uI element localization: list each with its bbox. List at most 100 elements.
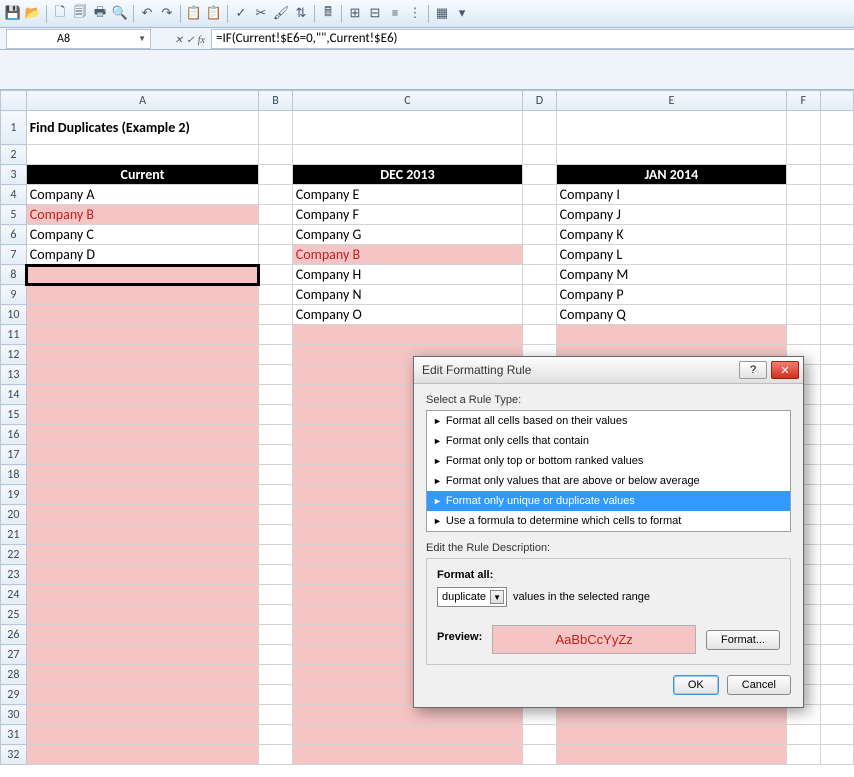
cancel-fx-icon[interactable]: ✕ (174, 35, 182, 46)
cell-20[interactable] (820, 505, 853, 525)
cell-B20[interactable] (259, 505, 292, 525)
new-icon[interactable]: 🗋 (51, 5, 69, 23)
cell-F10[interactable] (787, 305, 820, 325)
cell-A8[interactable] (26, 265, 259, 285)
row-header-8[interactable]: 8 (1, 265, 27, 285)
cell-B5[interactable] (259, 205, 292, 225)
cell-5[interactable] (820, 205, 853, 225)
cell-23[interactable] (820, 565, 853, 585)
cell-D31[interactable] (523, 725, 556, 745)
cell-A31[interactable] (26, 725, 259, 745)
cell-C9[interactable]: Company N (292, 285, 522, 305)
cell-A17[interactable] (26, 445, 259, 465)
cell-E31[interactable] (556, 725, 786, 745)
copy-icon[interactable]: 🗐 (71, 5, 89, 23)
undo-icon[interactable]: ↶ (138, 5, 156, 23)
open-icon[interactable]: 📂 (24, 5, 42, 23)
ok-button[interactable]: OK (673, 675, 719, 695)
preview-icon[interactable]: 🔍 (111, 5, 129, 23)
cell-B28[interactable] (259, 665, 292, 685)
duplicate-select[interactable]: duplicate ▼ (437, 587, 507, 607)
cell-11[interactable] (820, 325, 853, 345)
ungroup-icon[interactable]: ⊟ (366, 5, 384, 23)
cell-A25[interactable] (26, 605, 259, 625)
paste-special-icon[interactable]: 📋 (205, 5, 223, 23)
cell-A20[interactable] (26, 505, 259, 525)
cell-E1[interactable] (556, 111, 786, 145)
cell-19[interactable] (820, 485, 853, 505)
row-header-19[interactable]: 19 (1, 485, 27, 505)
cell-31[interactable] (820, 725, 853, 745)
col-header-E[interactable]: E (556, 91, 786, 111)
cell-A7[interactable]: Company D (26, 245, 259, 265)
cell-A2[interactable] (26, 145, 259, 165)
row-header-10[interactable]: 10 (1, 305, 27, 325)
cell-F6[interactable] (787, 225, 820, 245)
cell-12[interactable] (820, 345, 853, 365)
rule-type-list[interactable]: ►Format all cells based on their values►… (426, 410, 791, 532)
cell-3[interactable] (820, 165, 853, 185)
row-header-11[interactable]: 11 (1, 325, 27, 345)
cell-F9[interactable] (787, 285, 820, 305)
cell-A27[interactable] (26, 645, 259, 665)
row-header-27[interactable]: 27 (1, 645, 27, 665)
cell-F4[interactable] (787, 185, 820, 205)
cell-17[interactable] (820, 445, 853, 465)
cell-C11[interactable] (292, 325, 522, 345)
print-icon[interactable]: 🖶 (91, 5, 109, 23)
cell-C3[interactable]: DEC 2013 (292, 165, 522, 185)
cell-32[interactable] (820, 745, 853, 765)
cell-29[interactable] (820, 685, 853, 705)
row-header-21[interactable]: 21 (1, 525, 27, 545)
cell-A6[interactable]: Company C (26, 225, 259, 245)
row-header-32[interactable]: 32 (1, 745, 27, 765)
cell-E6[interactable]: Company K (556, 225, 786, 245)
cell-24[interactable] (820, 585, 853, 605)
cell-C8[interactable]: Company H (292, 265, 522, 285)
outline-icon[interactable]: ⋮ (406, 5, 424, 23)
cell-B9[interactable] (259, 285, 292, 305)
cell-A28[interactable] (26, 665, 259, 685)
cell-A19[interactable] (26, 485, 259, 505)
cell-A5[interactable]: Company B (26, 205, 259, 225)
cell-B13[interactable] (259, 365, 292, 385)
col-header-A[interactable]: A (26, 91, 259, 111)
col-header-F[interactable]: F (787, 91, 820, 111)
cell-1[interactable] (820, 111, 853, 145)
cell-25[interactable] (820, 605, 853, 625)
cell-E11[interactable] (556, 325, 786, 345)
cell-A23[interactable] (26, 565, 259, 585)
cell-E5[interactable]: Company J (556, 205, 786, 225)
cell-E10[interactable]: Company Q (556, 305, 786, 325)
cell-22[interactable] (820, 545, 853, 565)
cell-F7[interactable] (787, 245, 820, 265)
cell-A3[interactable]: Current (26, 165, 259, 185)
cell-26[interactable] (820, 625, 853, 645)
rule-type-item-1[interactable]: ►Format only cells that contain (427, 431, 790, 451)
cell-6[interactable] (820, 225, 853, 245)
row-header-24[interactable]: 24 (1, 585, 27, 605)
row-header-22[interactable]: 22 (1, 545, 27, 565)
cell-A30[interactable] (26, 705, 259, 725)
cell-B16[interactable] (259, 425, 292, 445)
cell-D7[interactable] (523, 245, 556, 265)
row-header-7[interactable]: 7 (1, 245, 27, 265)
cell-14[interactable] (820, 385, 853, 405)
row-header-1[interactable]: 1 (1, 111, 27, 145)
cell-D1[interactable] (523, 111, 556, 145)
cell-B24[interactable] (259, 585, 292, 605)
row-header-28[interactable]: 28 (1, 665, 27, 685)
cell-A10[interactable] (26, 305, 259, 325)
row-header-9[interactable]: 9 (1, 285, 27, 305)
cell-C1[interactable] (292, 111, 522, 145)
cell-9[interactable] (820, 285, 853, 305)
row-header-6[interactable]: 6 (1, 225, 27, 245)
cell-D32[interactable] (523, 745, 556, 765)
row-header-30[interactable]: 30 (1, 705, 27, 725)
cell-B12[interactable] (259, 345, 292, 365)
cell-B1[interactable] (259, 111, 292, 145)
cell-28[interactable] (820, 665, 853, 685)
row-header-26[interactable]: 26 (1, 625, 27, 645)
cell-A13[interactable] (26, 365, 259, 385)
select-all-corner[interactable] (1, 91, 27, 111)
